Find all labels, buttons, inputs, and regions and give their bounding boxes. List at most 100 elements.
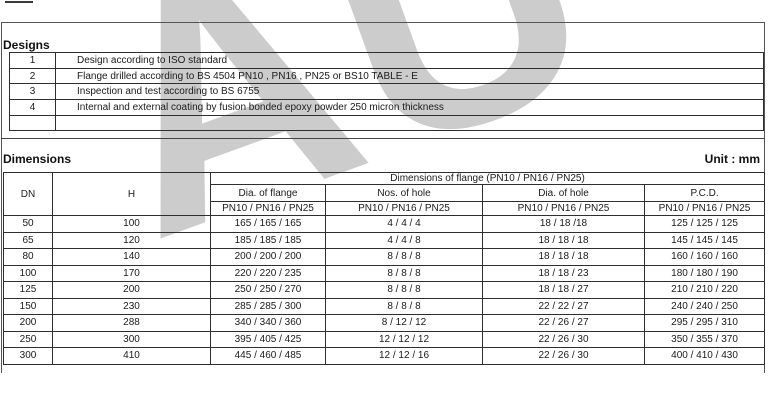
pn-rating-header: PN10 / PN16 / PN25 [482,201,645,216]
dia-of-flange-cell: 220 / 220 / 235 [210,264,326,282]
dn-cell: 200 [3,314,53,332]
design-row-text: Inspection and test according to BS 6755 [55,83,764,101]
design-row [9,114,764,132]
pcd-cell: 180 / 180 / 190 [643,264,766,282]
design-row: 4 Internal and external coating by fusion… [9,99,764,116]
design-row: 1 Design according to ISO standard [9,52,764,69]
h-cell: 100 [52,215,211,233]
dimension-row: 300 410 445 / 460 / 485 12 / 12 / 16 22 / 26… [3,347,766,365]
pn-rating-header: PN10 / PN16 / PN25 [643,201,766,216]
pcd-cell: 125 / 125 / 125 [643,215,766,233]
dn-cell: 150 [3,297,53,315]
nos-of-hole-cell: 12 / 12 / 12 [325,330,483,348]
dia-of-hole-cell: 22 / 26 / 27 [482,314,645,332]
dia-of-hole-cell: 22 / 26 / 30 [482,347,645,365]
h-cell: 140 [52,248,211,266]
h-cell: 200 [52,281,211,299]
page-frame-top-line [1,22,765,23]
nos-of-hole-cell: 8 / 8 / 8 [325,297,483,315]
pcd-header: P.C.D. [643,184,766,202]
design-row-number: 1 [9,52,56,69]
dia-of-flange-cell: 395 / 405 / 425 [210,330,326,348]
design-row-number: 4 [9,99,56,116]
pn-rating-header: PN10 / PN16 / PN25 [210,201,326,216]
unit-label: Unit : mm [704,152,760,166]
dimension-row: 100 170 220 / 220 / 235 8 / 8 / 8 18 / 18 / … [3,264,766,282]
section-divider-line [1,138,765,139]
nos-of-hole-cell: 8 / 8 / 8 [325,264,483,282]
nos-of-hole-cell: 4 / 4 / 8 [325,231,483,249]
design-row-number: 3 [9,83,56,101]
nos-of-hole-cell: 8 / 12 / 12 [325,314,483,332]
pcd-cell: 240 / 240 / 250 [643,297,766,315]
page-frame-left-line [1,22,2,373]
dn-cell: 125 [3,281,53,299]
dimension-row: 150 230 285 / 285 / 300 8 / 8 / 8 22 / 22 / … [3,297,766,315]
nos-of-hole-cell: 8 / 8 / 8 [325,248,483,266]
pcd-cell: 145 / 145 / 145 [643,231,766,249]
pn-rating-header: PN10 / PN16 / PN25 [325,201,483,216]
dn-column-header: DN [3,172,53,216]
dia-of-flange-cell: 185 / 185 / 185 [210,231,326,249]
nos-of-hole-cell: 4 / 4 / 4 [325,215,483,233]
dimension-row: 250 300 395 / 405 / 425 12 / 12 / 12 22 / 26… [3,330,766,348]
dimension-row: 65 120 185 / 185 / 185 4 / 4 / 8 18 / 18 / 1… [3,231,766,249]
dia-of-hole-cell: 22 / 22 / 27 [482,297,645,315]
pcd-cell: 350 / 355 / 370 [643,330,766,348]
dimension-row: 80 140 200 / 200 / 200 8 / 8 / 8 18 / 18 / 1… [3,248,766,266]
dimensions-section-title: Dimensions [3,152,72,166]
design-row-text [55,114,764,132]
dia-of-flange-cell: 165 / 165 / 165 [210,215,326,233]
dn-cell: 100 [3,264,53,282]
dia-of-flange-cell: 200 / 200 / 200 [210,248,326,266]
pcd-cell: 210 / 210 / 220 [643,281,766,299]
design-row-number [9,114,56,132]
h-cell: 288 [52,314,211,332]
nos-of-hole-cell: 12 / 12 / 16 [325,347,483,365]
dia-of-hole-cell: 18 / 18 /18 [482,215,645,233]
dia-of-flange-header: Dia. of flange [210,184,326,202]
design-row-number: 2 [9,67,56,85]
dn-cell: 50 [3,215,53,233]
nos-of-hole-header: Nos. of hole [325,184,483,202]
design-row-text: Flange drilled according to BS 4504 PN10… [55,67,764,85]
flange-group-header: Dimensions of flange (PN10 / PN16 / PN25… [209,172,766,185]
dimensions-table: DN H Dimensions of flange (PN10 / PN16 /… [3,172,766,365]
dn-cell: 65 [3,231,53,249]
dia-of-hole-cell: 22 / 26 / 30 [482,330,645,348]
dimension-row: 50 100 165 / 165 / 165 4 / 4 / 4 18 / 18 /18… [3,215,766,233]
dimensions-header-row-pn: PN10 / PN16 / PN25 PN10 / PN16 / PN25 PN… [4,201,766,216]
designs-section-title: Designs [3,38,50,52]
dia-of-flange-cell: 285 / 285 / 300 [210,297,326,315]
design-row: 3 Inspection and test according to BS 675… [9,83,764,101]
h-column-header: H [52,172,211,216]
designs-table: 1 Design according to ISO standard 2 Flange… [9,52,764,132]
dia-of-hole-header: Dia. of hole [482,184,645,202]
dimension-row: 125 200 250 / 250 / 270 8 / 8 / 8 18 / 18 / … [3,281,766,299]
design-row-text: Design according to ISO standard [55,52,764,69]
dia-of-flange-cell: 250 / 250 / 270 [210,281,326,299]
dimension-row: 200 288 340 / 340 / 360 8 / 12 / 12 22 / 26 … [3,314,766,332]
dia-of-hole-cell: 18 / 18 / 18 [482,231,645,249]
dia-of-flange-cell: 445 / 460 / 485 [210,347,326,365]
design-row: 2 Flange drilled according to BS 4504 PN1… [9,67,764,85]
pcd-cell: 400 / 410 / 430 [643,347,766,365]
h-cell: 410 [52,347,211,365]
scan-edge-artifact [5,1,33,3]
dia-of-flange-cell: 340 / 340 / 360 [210,314,326,332]
dia-of-hole-cell: 18 / 18 / 23 [482,264,645,282]
pcd-cell: 160 / 160 / 160 [643,248,766,266]
h-cell: 300 [52,330,211,348]
dia-of-hole-cell: 18 / 18 / 27 [482,281,645,299]
nos-of-hole-cell: 8 / 8 / 8 [325,281,483,299]
dia-of-hole-cell: 18 / 18 / 18 [482,248,645,266]
h-cell: 170 [52,264,211,282]
pcd-cell: 295 / 295 / 310 [643,314,766,332]
h-cell: 230 [52,297,211,315]
dn-cell: 300 [3,347,53,365]
dn-cell: 80 [3,248,53,266]
dimensions-header-row-group: DN H Dimensions of flange (PN10 / PN16 /… [3,172,766,216]
design-row-text: Internal and external coating by fusion … [55,99,764,116]
dn-cell: 250 [3,330,53,348]
